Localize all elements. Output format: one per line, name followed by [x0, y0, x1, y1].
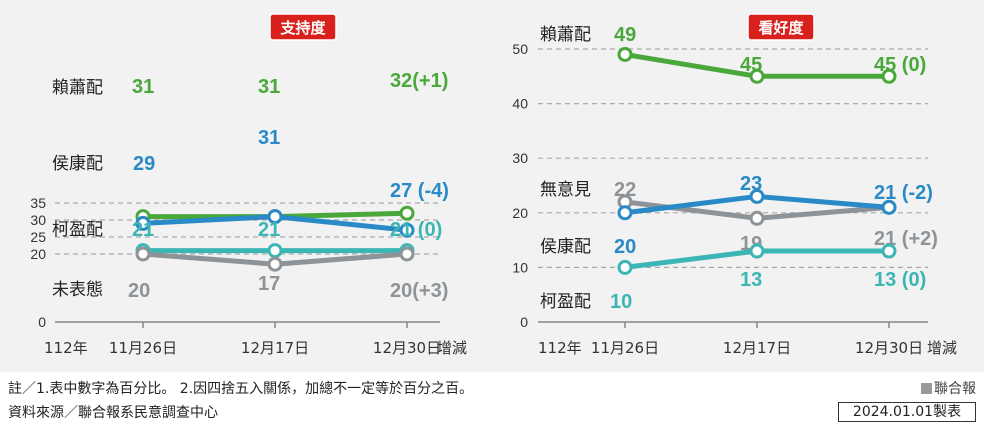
- data-label: 13 (0): [874, 269, 926, 291]
- y-tick-label: 30: [30, 212, 46, 228]
- series-name: 柯盈配: [52, 220, 103, 240]
- source-line: 資料來源／聯合報系民意調查中心: [8, 405, 218, 421]
- series-name: 侯康配: [52, 154, 103, 174]
- y-tick-label: 0: [38, 314, 46, 330]
- data-label: 27 (-4): [390, 180, 449, 202]
- data-label: 10: [610, 291, 632, 313]
- title-badge: [747, 13, 815, 41]
- y-tick-label: 10: [512, 259, 528, 275]
- y-tick-label: 50: [512, 41, 528, 57]
- change-column-label: 增減: [437, 339, 467, 357]
- series-name: 柯盈配: [540, 292, 591, 312]
- data-point: [135, 246, 151, 262]
- data-label: 31: [258, 76, 280, 98]
- data-label: 23: [740, 173, 762, 195]
- data-label: 49: [614, 24, 636, 46]
- title-badge: [269, 13, 337, 41]
- data-label: 45: [740, 54, 762, 76]
- x-axis-prefix: 112年: [538, 339, 582, 357]
- data-point: [267, 243, 283, 259]
- data-label: 20(+3): [390, 280, 448, 302]
- chart-title: 支持度: [279, 19, 326, 37]
- data-label: 21 (0): [390, 219, 442, 241]
- y-tick-label: 25: [30, 229, 46, 245]
- data-point: [617, 259, 633, 275]
- y-tick-label: 30: [512, 150, 528, 166]
- data-label: 32(+1): [390, 70, 448, 92]
- data-label: 31: [132, 76, 154, 98]
- data-label: 21 (-2): [874, 182, 933, 204]
- publisher-square-icon: [921, 383, 932, 394]
- change-column-label: 增減: [927, 339, 957, 357]
- data-point: [749, 68, 765, 84]
- data-point: [881, 68, 897, 84]
- series-name: 未表態: [52, 280, 103, 300]
- y-tick-label: 20: [30, 246, 46, 262]
- data-point: [749, 243, 765, 259]
- x-tick-label: 12月17日: [241, 339, 309, 357]
- data-label: 20: [128, 280, 150, 302]
- data-label: 17: [258, 273, 280, 295]
- series-name: 侯康配: [540, 237, 591, 257]
- data-point: [399, 205, 415, 221]
- y-tick-label: 35: [30, 195, 46, 211]
- data-point: [617, 205, 633, 221]
- data-label: 21: [258, 219, 280, 241]
- x-tick-label: 12月17日: [723, 339, 791, 357]
- data-label: 13: [740, 269, 762, 291]
- data-point: [399, 246, 415, 262]
- publisher-mark: 聯合報: [921, 378, 976, 398]
- chart-panel: [0, 0, 984, 372]
- data-point: [399, 222, 415, 238]
- x-axis-prefix: 112年: [44, 339, 88, 357]
- y-tick-label: 0: [520, 314, 528, 330]
- footnote: 註／1.表中數字為百分比。 2.因四捨五入關係，加總不一定等於百分之百。: [8, 381, 474, 397]
- series-name: 賴蕭配: [540, 25, 591, 45]
- data-label: 45 (0): [874, 54, 926, 76]
- data-label: 21: [132, 219, 154, 241]
- data-point: [749, 188, 765, 204]
- publisher-name: 聯合報: [934, 381, 976, 397]
- date-stamp: 2024.01.01製表: [838, 402, 976, 422]
- x-tick-label: 12月30日: [373, 339, 441, 357]
- chart-title: 看好度: [758, 19, 804, 37]
- data-point: [881, 243, 897, 259]
- data-label: 22: [614, 179, 636, 201]
- series-name: 無意見: [540, 180, 591, 200]
- data-point: [881, 199, 897, 215]
- data-label: 29: [133, 153, 155, 175]
- x-tick-label: 11月26日: [109, 339, 177, 357]
- data-point: [617, 46, 633, 62]
- data-point: [267, 256, 283, 272]
- data-point: [267, 209, 283, 225]
- data-label: 31: [258, 127, 280, 149]
- series-name: 賴蕭配: [52, 78, 103, 98]
- data-label: 20: [614, 236, 636, 258]
- data-point: [135, 215, 151, 231]
- data-point: [749, 210, 765, 226]
- x-tick-label: 11月26日: [591, 339, 659, 357]
- y-tick-label: 20: [512, 205, 528, 221]
- y-tick-label: 40: [512, 96, 528, 112]
- x-tick-label: 12月30日: [855, 339, 923, 357]
